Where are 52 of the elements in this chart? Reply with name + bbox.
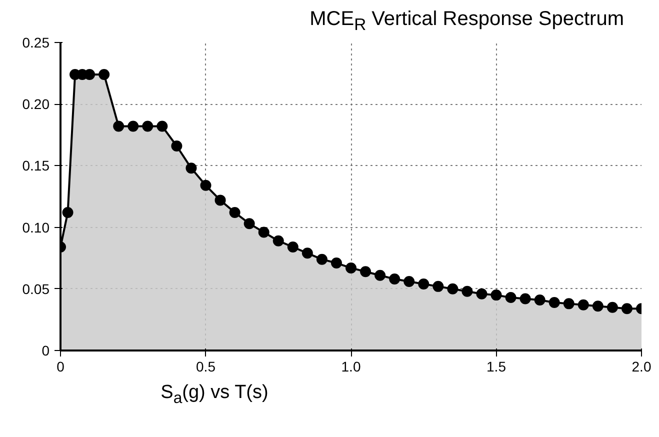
point bbox=[418, 278, 430, 290]
point bbox=[432, 280, 444, 292]
point bbox=[316, 254, 328, 265]
point bbox=[548, 296, 560, 308]
point bbox=[62, 207, 74, 218]
y-tick-label: 0 bbox=[42, 342, 50, 358]
point bbox=[563, 298, 574, 310]
point bbox=[592, 300, 604, 312]
x-tick-label: 0.5 bbox=[196, 358, 216, 374]
point bbox=[346, 262, 356, 274]
point bbox=[186, 162, 197, 174]
point bbox=[374, 270, 386, 281]
point bbox=[142, 120, 154, 132]
point bbox=[520, 293, 531, 304]
point bbox=[621, 303, 632, 314]
x-tick-label: 2.0 bbox=[632, 358, 652, 374]
y-tick-label: 0.20 bbox=[22, 96, 50, 112]
point bbox=[505, 292, 516, 304]
y-tick-label: 0.05 bbox=[22, 280, 50, 297]
point bbox=[214, 194, 226, 206]
point bbox=[244, 218, 255, 230]
point bbox=[578, 299, 589, 310]
point bbox=[200, 180, 212, 191]
x-axis-title: S$_{a}$(g) vs T(s) bbox=[160, 381, 268, 409]
point bbox=[258, 226, 270, 238]
point bbox=[606, 302, 618, 313]
x-tick-label: 1.5 bbox=[486, 358, 506, 374]
point bbox=[360, 266, 372, 278]
x-tick-label: 1.0 bbox=[341, 358, 361, 374]
chart-title: MCE$_{R}$ Vertical Response Spectrum bbox=[310, 7, 624, 36]
point bbox=[389, 274, 400, 285]
point bbox=[156, 120, 168, 132]
point bbox=[113, 120, 124, 132]
point bbox=[98, 69, 110, 80]
point bbox=[229, 207, 240, 218]
point bbox=[490, 290, 502, 301]
y-tick-label: 0.25 bbox=[22, 34, 50, 50]
point bbox=[272, 235, 284, 246]
y-tick-label: 0.15 bbox=[22, 158, 50, 174]
x-tick-label: 0 bbox=[56, 358, 65, 374]
point bbox=[287, 242, 298, 252]
point bbox=[302, 248, 313, 259]
point bbox=[447, 283, 458, 294]
point bbox=[330, 258, 342, 269]
point bbox=[128, 120, 139, 132]
point bbox=[84, 69, 96, 80]
point bbox=[476, 288, 488, 300]
y-tick-label: 0.10 bbox=[22, 219, 50, 236]
point bbox=[404, 276, 415, 287]
point bbox=[534, 294, 546, 306]
point bbox=[171, 140, 182, 152]
point bbox=[462, 286, 473, 297]
